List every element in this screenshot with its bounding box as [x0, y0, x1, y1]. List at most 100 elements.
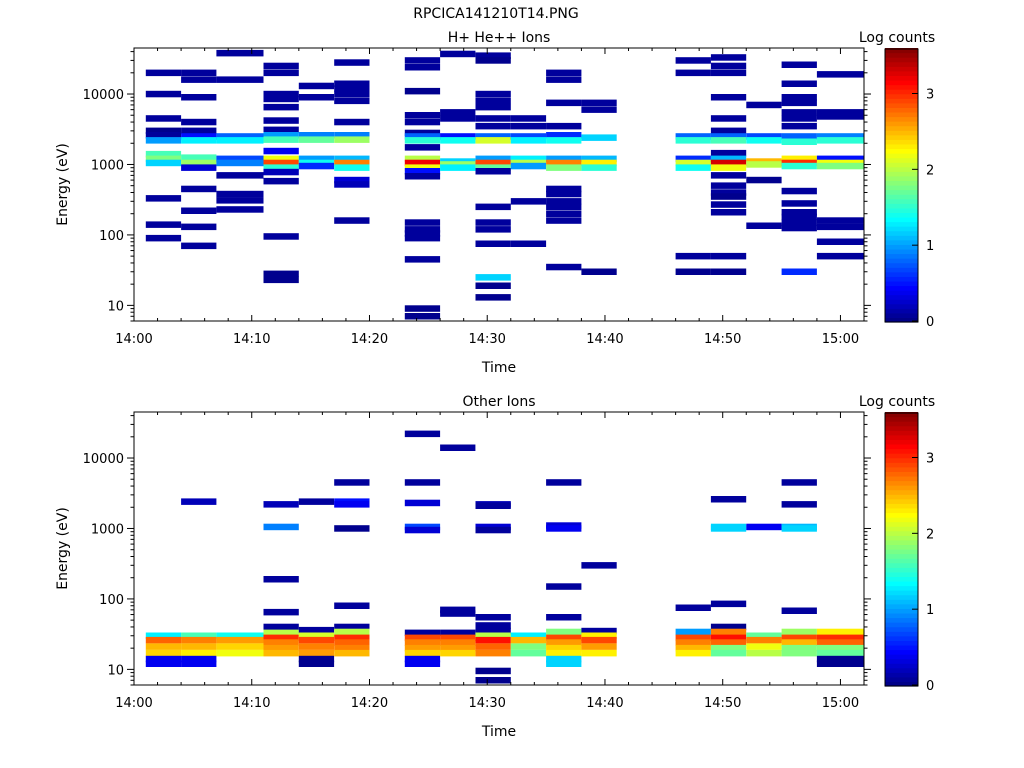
heatmap-cell — [263, 147, 299, 155]
heatmap-cell — [475, 133, 511, 140]
heatmap-cell — [581, 627, 617, 635]
heatmap-cell — [546, 122, 582, 130]
x-tick-label: 14:50 — [704, 332, 741, 347]
heatmap-cell — [710, 182, 747, 189]
heatmap-cell — [816, 133, 864, 140]
heatmap-cell — [710, 133, 747, 140]
heatmap-cell — [675, 649, 711, 657]
heatmap-cell — [181, 94, 217, 101]
heatmap-cell — [475, 649, 511, 657]
heatmap-cell — [181, 154, 217, 161]
heatmap-cell — [675, 164, 711, 171]
heatmap-cell — [816, 137, 864, 144]
colorbar-segment — [885, 571, 918, 577]
heatmap-cell — [440, 610, 476, 617]
heatmap-cell — [710, 137, 747, 144]
heatmap-cell — [816, 252, 864, 260]
heatmap-cell — [216, 49, 264, 57]
colorbar-segment — [885, 608, 918, 614]
colorbar-frame — [884, 412, 919, 687]
heatmap-cell — [404, 629, 441, 637]
heatmap-panel-2: 14:00 14:10 14:20 14:30 14:40 14:50 15:0010100… — [55, 394, 935, 740]
heatmap-cell — [675, 252, 711, 260]
colorbar-segment — [885, 198, 918, 204]
heatmap-cell — [404, 644, 441, 652]
plot-frame — [133, 411, 865, 686]
colorbar-segment — [885, 107, 918, 113]
x-tick-label: 14:00 — [115, 332, 152, 347]
heatmap-cell — [263, 629, 299, 637]
heatmap-cell — [334, 176, 370, 184]
colorbar-segment — [885, 280, 918, 287]
heatmap-cell — [440, 133, 476, 140]
heatmap-cell — [546, 644, 582, 652]
heatmap-cell — [404, 112, 441, 119]
heatmap-cell — [781, 644, 817, 652]
colorbar-segment — [885, 111, 918, 118]
heatmap-cell — [216, 643, 264, 650]
heatmap-cell — [263, 90, 299, 98]
colorbar-segment — [885, 317, 918, 323]
heatmap-cell — [475, 632, 511, 639]
heatmap-cell — [298, 626, 335, 634]
heatmap-cell — [440, 50, 476, 58]
heatmap-cell — [404, 137, 441, 144]
heatmap-cell — [816, 109, 864, 116]
heatmap-cell — [581, 636, 617, 644]
heatmap-cell — [781, 138, 817, 145]
heatmap-cell — [216, 133, 264, 140]
heatmap-cell — [475, 90, 511, 98]
heatmap-cell — [546, 655, 582, 663]
heatmap-cell — [145, 127, 182, 135]
heatmap-cell — [546, 649, 582, 657]
colorbar-segment — [885, 134, 918, 140]
heatmap-cell — [181, 137, 217, 144]
y-tick-label: 10000 — [83, 88, 124, 103]
heatmap-cell — [546, 185, 582, 193]
heatmap-cell — [781, 61, 817, 68]
colorbar-segment — [885, 212, 918, 218]
heatmap-cell — [145, 643, 182, 650]
heatmap-cell — [334, 97, 370, 105]
colorbar-segment — [885, 48, 918, 54]
colorbar-tick-label: 3 — [926, 452, 934, 467]
heatmap-cell — [298, 94, 335, 101]
colorbar-segment — [885, 558, 918, 564]
colorbar-segment — [885, 98, 918, 104]
heatmap-cell — [334, 132, 370, 139]
colorbar-segment — [885, 640, 918, 646]
heatmap-cell — [263, 177, 299, 185]
heatmap-cell — [546, 614, 582, 621]
heatmap-cell — [816, 634, 864, 642]
heatmap-cell — [546, 263, 582, 271]
heatmap-cell — [475, 97, 511, 105]
heatmap-cell — [816, 155, 864, 163]
heatmap-cell — [440, 639, 476, 646]
heatmap-cell — [546, 628, 582, 636]
heatmap-cell — [746, 133, 782, 140]
heatmap-cell — [263, 62, 299, 70]
heatmap-cell — [298, 643, 335, 650]
heatmap-cell — [781, 122, 817, 130]
colorbar-segment — [885, 267, 918, 273]
heatmap-cell — [746, 643, 782, 650]
colorbar-segment — [885, 125, 918, 131]
heatmap-cell — [181, 185, 217, 193]
heatmap-cell — [440, 634, 476, 642]
heatmap-cell — [816, 162, 864, 170]
heatmap-cell — [816, 649, 864, 657]
heatmap-cell — [440, 115, 476, 122]
colorbar-segment — [885, 70, 918, 76]
heatmap-cell — [440, 649, 476, 657]
colorbar-segment — [885, 290, 918, 296]
y-axis-label: Energy (eV) — [55, 143, 71, 226]
heatmap-cell — [710, 172, 747, 179]
heatmap-cell — [816, 639, 864, 646]
heatmap-cell — [475, 294, 511, 301]
heatmap-cell — [404, 226, 441, 233]
colorbar-segment — [885, 494, 918, 500]
heatmap-cell — [475, 677, 511, 684]
colorbar-segment — [885, 599, 918, 605]
heatmap-cell — [581, 155, 617, 163]
colorbar-segment — [885, 121, 918, 127]
